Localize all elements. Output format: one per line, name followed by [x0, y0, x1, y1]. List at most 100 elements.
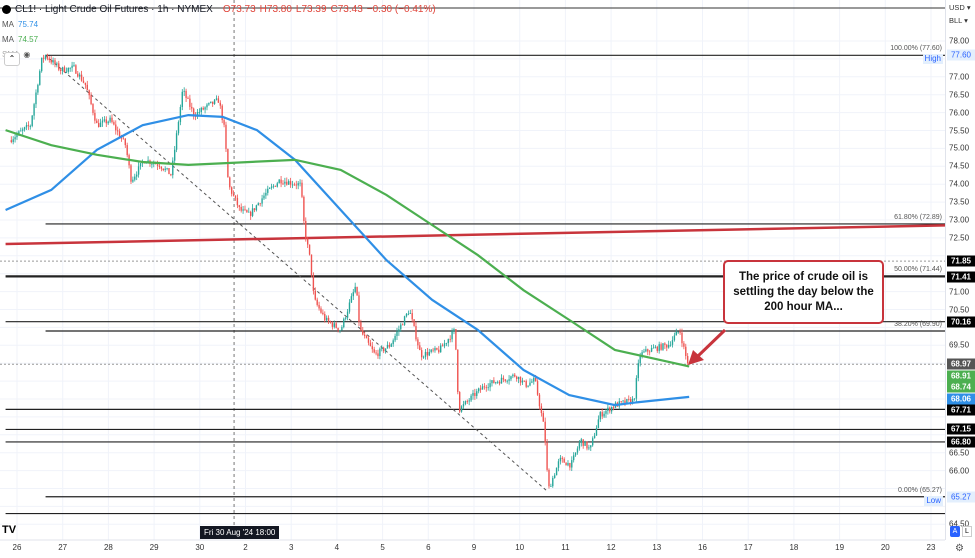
price-tick-label: 73.50 [949, 197, 970, 207]
eye-icon[interactable]: ◉ [23, 50, 31, 59]
time-axis-label: 19 [835, 543, 845, 552]
fib-level-label: 61.80% (72.89) [894, 213, 942, 221]
price-badge: 68.91 [947, 370, 975, 382]
candle [683, 343, 685, 347]
candle [529, 382, 531, 386]
candle [255, 205, 258, 211]
candle [230, 187, 233, 194]
candle [350, 296, 353, 303]
candle [175, 133, 178, 150]
candle [126, 145, 128, 156]
candle [346, 311, 349, 318]
candle [25, 125, 28, 128]
auto-scale-button[interactable]: A [950, 526, 960, 537]
candle [61, 67, 64, 71]
candle [251, 208, 254, 216]
time-axis-label: 23 [926, 543, 936, 552]
candle [508, 379, 510, 381]
candle [510, 376, 512, 380]
candle [151, 163, 153, 165]
candle [77, 73, 79, 77]
price-badge: 65.27 [947, 491, 975, 503]
ma200-line [5, 129, 690, 368]
candle [525, 381, 527, 387]
candle [504, 379, 506, 381]
candle [73, 65, 75, 67]
ohlc-close: C73.43 [330, 4, 363, 15]
candle [348, 302, 351, 312]
candle [660, 344, 662, 350]
candle [278, 179, 280, 184]
candle [609, 407, 611, 412]
candle [405, 313, 408, 317]
candle [571, 460, 573, 468]
candle [673, 335, 676, 341]
candle [546, 442, 548, 470]
candle [65, 71, 68, 73]
candle [612, 406, 615, 408]
collapse-legend-button[interactable]: ⌃ [4, 52, 20, 66]
candle [552, 477, 554, 487]
indicator-sma[interactable]: SMA◉ [2, 47, 436, 62]
symbol-title[interactable]: CL1! · Light Crude Oil Futures · 1h · NY… [15, 4, 213, 15]
candle [78, 74, 81, 77]
unit-dropdown[interactable]: BLL ▾ [949, 16, 968, 25]
candle [432, 349, 434, 351]
candle [267, 188, 269, 193]
candle [679, 331, 681, 333]
price-axis[interactable]: USD ▾ BLL ▾ 78.00 77.00 76.50 76.00 75.50 75.… [945, 0, 975, 540]
candle [204, 107, 206, 110]
candle [225, 124, 227, 149]
candle [56, 63, 58, 65]
candle [358, 295, 360, 323]
candle [576, 448, 579, 453]
candle [162, 168, 164, 171]
candle [603, 413, 605, 417]
candle [356, 286, 358, 296]
candle [37, 84, 39, 93]
log-scale-button[interactable]: L [962, 526, 972, 537]
candle [375, 352, 377, 354]
candle [331, 322, 334, 327]
candle [584, 441, 586, 446]
currency-dropdown[interactable]: USD ▾ [949, 3, 971, 12]
candle [422, 356, 425, 358]
price-badge: 68.06 [947, 393, 975, 405]
candle [295, 184, 297, 186]
time-axis-label: 20 [880, 543, 890, 552]
time-axis-label: 11 [561, 543, 570, 552]
candle [363, 334, 366, 337]
candle [548, 469, 550, 487]
candle [265, 192, 267, 196]
candle [35, 92, 37, 105]
tradingview-logo: TV [2, 524, 17, 536]
indicator-ma100[interactable]: MA 75.74 [2, 17, 436, 32]
candle [591, 438, 594, 446]
annotation-callout[interactable]: The price of crude oil is settling the d… [723, 260, 884, 324]
time-axis-label: 18 [789, 543, 799, 552]
indicator-ma200[interactable]: MA 74.57 [2, 32, 436, 47]
candle [607, 407, 609, 411]
candle [453, 328, 455, 332]
candle [48, 58, 50, 60]
candle [498, 381, 501, 384]
price-tick-label: 72.50 [949, 233, 970, 243]
candle [485, 387, 487, 389]
candle [382, 347, 385, 352]
candle [354, 286, 356, 293]
price-tick-label: 70.50 [949, 305, 970, 314]
candle [122, 138, 125, 140]
price-tick-label: 74.00 [949, 179, 970, 189]
candle [434, 348, 436, 351]
settings-icon[interactable]: ⚙ [955, 543, 964, 554]
price-badge: 77.60 [947, 49, 975, 61]
candle [341, 327, 343, 331]
candle [647, 349, 649, 352]
candle [538, 394, 541, 407]
price-badge: 70.16 [947, 316, 975, 328]
candle [213, 99, 216, 104]
candle [39, 71, 41, 85]
high-label: High [922, 54, 943, 65]
ohlc-open: O73.73 [222, 4, 256, 15]
candle [221, 105, 223, 121]
